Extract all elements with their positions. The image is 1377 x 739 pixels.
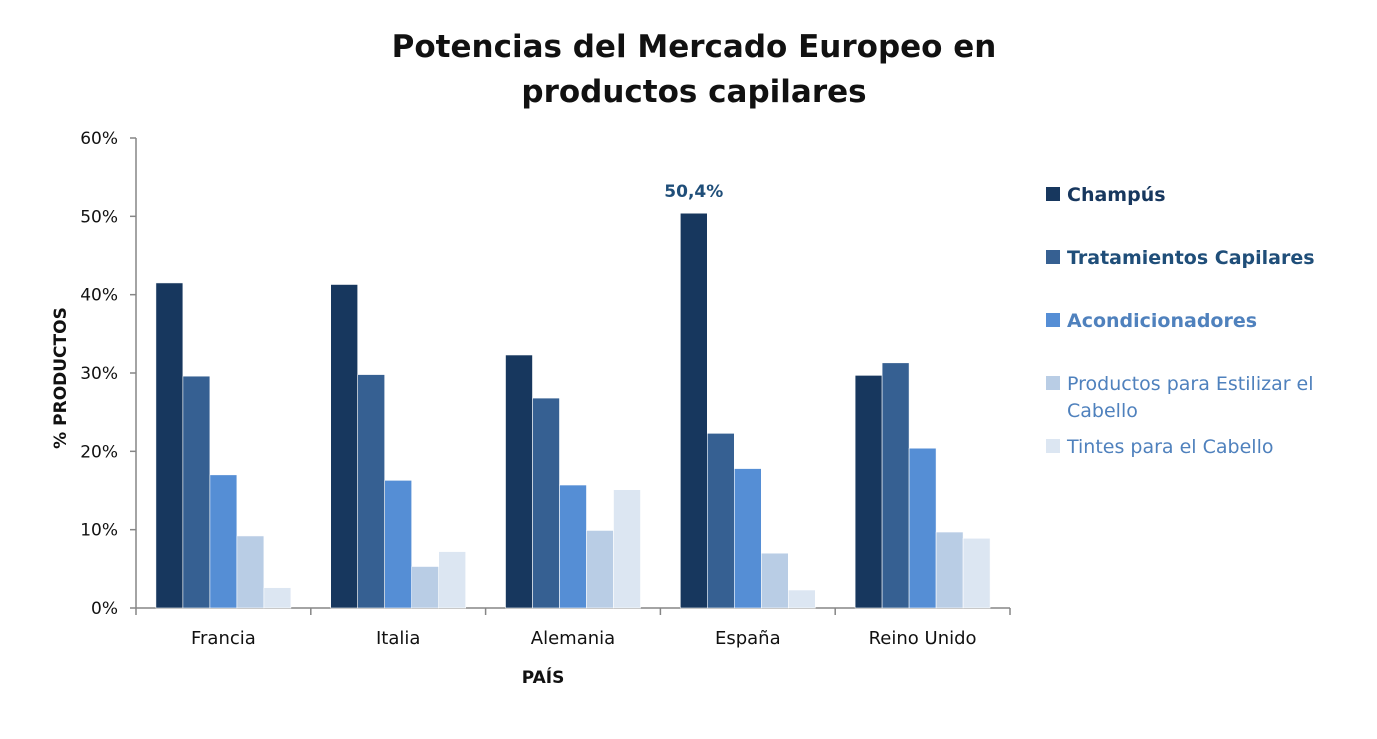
chart-title-line-2: productos capilares [521,74,866,110]
bar [586,530,614,609]
bar [881,362,910,609]
y-tick-label: 20% [80,442,118,462]
y-axis: 0% 10% 20% 30% 40% 50% 60% [80,129,137,619]
bar [559,484,587,609]
bar [854,375,883,609]
bar [706,433,735,609]
bar [330,284,359,609]
x-axis-title: PAÍS [522,666,565,688]
bar [155,282,184,609]
legend-label: Acondicionadores [1067,310,1257,332]
bar [532,397,560,609]
legend-label: Tratamientos Capilares [1067,247,1315,269]
bar [733,468,762,609]
legend-label: Champús [1067,184,1166,206]
bar [209,474,238,609]
x-tick-label: Alemania [531,628,615,649]
bar [787,589,816,609]
chart-title: Potencias del Mercado Europeo en product… [392,29,997,110]
bar [908,447,937,609]
y-tick-label: 30% [80,364,118,384]
bar [236,535,265,609]
bar [384,480,413,609]
bar [505,354,533,609]
bar [182,375,211,609]
legend-swatch [1046,439,1060,453]
x-axis: Francia Italia Alemania España Reino Unido [135,607,1011,649]
legend-label: Cabello [1067,400,1138,422]
bar [357,374,386,609]
y-tick-label: 10% [80,521,118,541]
legend-swatch [1046,250,1060,264]
legend-swatch [1046,187,1060,201]
x-tick-label: Reino Unido [869,628,977,649]
legend-swatch [1046,313,1060,327]
data-label: 50,4% [664,182,723,202]
bar [679,212,708,609]
x-tick-label: Francia [191,628,256,649]
legend-swatch [1046,376,1060,390]
data-labels: 50,4% [664,182,723,202]
bars [155,212,991,609]
legend-label: Tintes para el Cabello [1066,436,1273,458]
bar [962,537,991,609]
bar [438,551,467,609]
y-axis-title: % PRODUCTOS [51,307,71,449]
bar [263,587,292,609]
bar [411,566,440,609]
y-tick-label: 60% [80,129,118,149]
legend: Champús Tratamientos Capilares Acondiciona… [1046,184,1315,458]
y-tick-label: 0% [91,599,118,619]
y-tick-label: 50% [80,207,118,227]
bar [760,552,789,609]
bar [613,489,641,609]
chart-title-line-1: Potencias del Mercado Europeo en [392,29,997,65]
legend-label: Productos para Estilizar el [1067,373,1314,395]
y-tick-label: 40% [80,286,118,306]
bar [935,531,964,609]
x-tick-label: España [715,628,781,649]
x-tick-label: Italia [376,628,420,649]
